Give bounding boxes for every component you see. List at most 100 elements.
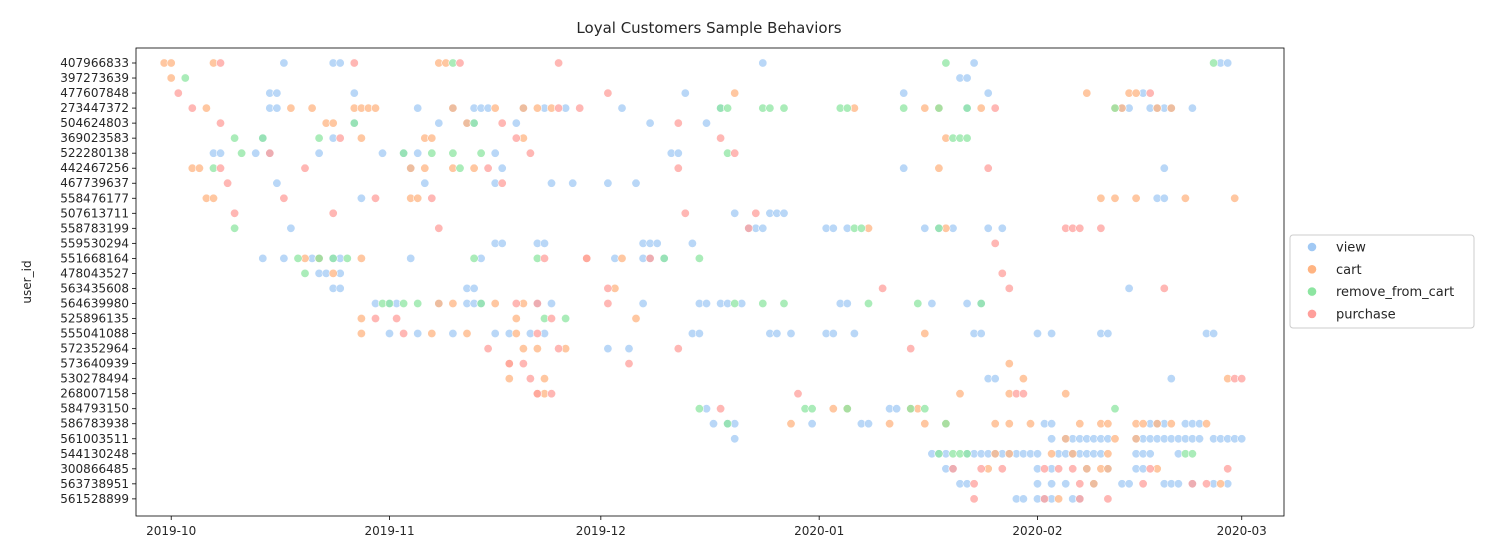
y-tick-label: 564639980 [60,296,129,310]
cart-point [1180,193,1190,203]
remove-from-cart-point [455,163,465,173]
purchase-point [497,118,507,128]
cart-point [920,103,930,113]
remove-from-cart-point [779,103,789,113]
cart-point [1047,449,1057,459]
remove-from-cart-point [962,449,972,459]
view-point [1124,479,1134,489]
x-tick-label: 2020-01 [794,524,844,538]
purchase-point [554,344,564,354]
view-point [990,374,1000,384]
purchase-point [1054,464,1064,474]
purchase-point [1068,464,1078,474]
view-point [701,118,711,128]
remove-from-cart-point [941,419,951,429]
view-point [434,118,444,128]
view-point [687,238,697,248]
view-point [758,58,768,68]
purchase-point [525,374,535,384]
y-tick-label: 369023583 [60,131,129,145]
cart-point [920,419,930,429]
y-tick-label: 477607848 [60,86,129,100]
y-tick-label: 561528899 [60,492,129,506]
y-tick-labels: 4079668333972736394776078482734473725046… [60,56,136,506]
cart-point [201,103,211,113]
purchase-point [1075,479,1085,489]
cart-point [511,328,521,338]
view-point [497,163,507,173]
y-tick-label: 563435608 [60,281,129,295]
view-point [645,118,655,128]
cart-point [1152,103,1162,113]
view-point [335,58,345,68]
y-tick-label: 522280138 [60,146,129,160]
purchase-point [603,88,613,98]
purchase-point [1145,88,1155,98]
view-point [1159,193,1169,203]
purchase-point [223,178,233,188]
view-point [568,178,578,188]
y-tick-label: 397273639 [60,71,129,85]
view-point [1018,494,1028,504]
view-point [1103,328,1113,338]
remove-from-cart-point [694,253,704,263]
view-point [652,238,662,248]
view-point [631,178,641,188]
remove-from-cart-point [962,133,972,143]
purchase-point [511,298,521,308]
view-point [413,148,423,158]
view-point [962,73,972,83]
view-point [1187,103,1197,113]
cart-point [1110,434,1120,444]
cart-point [1026,419,1036,429]
purchase-point [1103,494,1113,504]
cart-point [511,313,521,323]
purchase-point [216,118,226,128]
cart-point [976,103,986,113]
view-point [758,223,768,233]
purchase-point [673,163,683,173]
cart-point [356,133,366,143]
y-tick-label: 584793150 [60,402,129,416]
purchase-point [187,103,197,113]
remove-from-cart-point [730,298,740,308]
view-point [603,344,613,354]
view-point [1195,434,1205,444]
view-point [730,208,740,218]
cart-point [356,328,366,338]
cart-point [1131,434,1141,444]
remove-from-cart-point [913,298,923,308]
view-point [927,298,937,308]
chart-title: Loyal Customers Sample Behaviors [576,19,841,37]
remove-from-cart-point [758,298,768,308]
purchase-point [399,328,409,338]
cart-point [885,419,895,429]
cart-point [786,419,796,429]
cart-point [1004,359,1014,369]
cart-point [518,103,528,113]
remove-from-cart-point [258,133,268,143]
purchase-point [878,283,888,293]
view-point [1145,449,1155,459]
legend: view cart remove_from_cart purchase [1289,234,1475,329]
remove-from-cart-point [448,148,458,158]
view-point [349,88,359,98]
cart-point [1216,479,1226,489]
cart-point [462,328,472,338]
remove-from-cart-point [779,298,789,308]
view-point [828,223,838,233]
view-point [335,283,345,293]
cart-point [356,313,366,323]
cart-point [1096,193,1106,203]
cart-point [1068,449,1078,459]
legend-label-remove-from-cart: remove_from_cart [1336,285,1454,300]
x-tick-label: 2020-02 [1012,524,1062,538]
cart-point [1018,374,1028,384]
purchase-point [1018,389,1028,399]
purchase-point [335,133,345,143]
y-tick-label: 573640939 [60,357,129,371]
purchase-point [1004,283,1014,293]
x-tick-label: 2019-12 [576,524,626,538]
remove-from-cart-point [899,103,909,113]
cart-point [286,103,296,113]
